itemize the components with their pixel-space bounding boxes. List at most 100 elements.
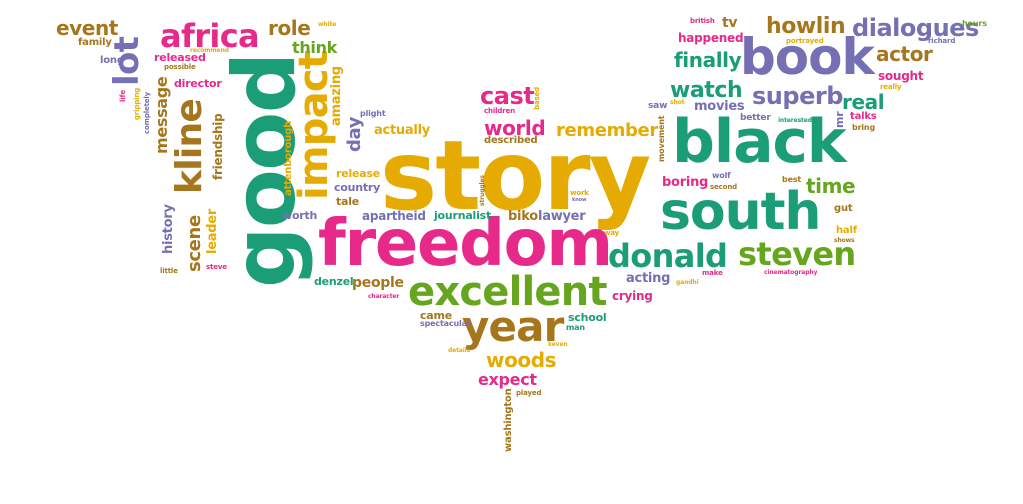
word-gut: gut	[834, 203, 853, 214]
word-character: character	[368, 293, 400, 300]
word-really: really	[880, 83, 902, 91]
word-crying: crying	[612, 289, 653, 303]
word-tale: tale	[336, 195, 360, 208]
word-impact: impact	[291, 50, 337, 200]
word-message: message	[152, 76, 171, 154]
word-south: south	[660, 182, 821, 242]
word-man: man	[566, 323, 585, 332]
word-finally: finally	[674, 48, 742, 72]
word-british: british	[690, 17, 715, 25]
word-shows: shows	[834, 237, 855, 244]
word-dialogues: dialogues	[852, 14, 979, 42]
word-work: work	[570, 189, 589, 197]
word-actor: actor	[876, 42, 933, 66]
word-came: came	[420, 309, 452, 322]
word-superb: superb	[752, 82, 843, 110]
word-release: release	[336, 167, 381, 180]
word-watch: watch	[670, 78, 743, 103]
word-details: details	[448, 347, 471, 354]
word-boring: boring	[662, 175, 709, 190]
word-half: half	[836, 225, 857, 236]
word-know: know	[572, 197, 587, 203]
word-played: played	[516, 389, 542, 397]
word-remember: remember	[556, 120, 658, 141]
word-steven: steven	[738, 235, 856, 273]
word-school: school	[568, 311, 607, 324]
word-leader: leader	[205, 208, 220, 254]
word-year: year	[462, 302, 564, 351]
word-gripping: gripping	[133, 87, 141, 120]
word-children: children	[484, 107, 516, 115]
word-apartheid: apartheid	[362, 209, 426, 223]
word-book: book	[740, 28, 875, 86]
word-woods: woods	[486, 348, 557, 372]
word-country: country	[334, 181, 381, 194]
word-expect: expect	[478, 370, 537, 389]
word-released: released	[154, 51, 206, 64]
word-plight: plight	[360, 109, 386, 118]
word-actually: actually	[374, 123, 431, 138]
word-bring: bring	[852, 123, 876, 132]
word-possible: possible	[164, 63, 196, 71]
word-keven: keven	[548, 341, 568, 348]
word-wolf: wolf	[712, 171, 731, 180]
word-real: real	[842, 90, 885, 114]
word-completely: completely	[143, 91, 151, 134]
word-denzel: denzel	[314, 275, 354, 288]
word-excellent: excellent	[408, 269, 608, 315]
word-life: life	[119, 89, 127, 102]
word-happened: happened	[678, 31, 744, 45]
word-attenborough: attenborough	[283, 120, 294, 196]
word-world: world	[484, 116, 546, 140]
word-way: way	[604, 229, 620, 237]
word-black: black	[672, 107, 847, 177]
word-cast: cast	[480, 82, 535, 110]
word-gandhi: gandhi	[676, 279, 699, 286]
word-day: day	[344, 116, 365, 152]
word-friendship: friendship	[211, 113, 225, 180]
word-howlin: howlin	[766, 14, 846, 39]
word-make: make	[702, 269, 723, 277]
word-role: role	[268, 16, 311, 40]
word-talks: talks	[850, 111, 877, 122]
word-event: event	[56, 16, 118, 40]
word-mr: mr	[833, 111, 846, 128]
word-steve: steve	[206, 263, 227, 271]
word-people: people	[352, 275, 404, 291]
word-acting: acting	[626, 271, 671, 286]
word-recommend: recommend	[190, 47, 229, 54]
word-richard: richard	[928, 37, 956, 45]
word-freedom: freedom	[318, 207, 613, 281]
word-best: best	[782, 175, 802, 184]
word-movement: movement	[657, 115, 666, 162]
word-africa: africa	[160, 17, 260, 55]
word-movies: movies	[694, 99, 745, 114]
word-donald: donald	[608, 237, 728, 275]
word-biko: biko	[508, 209, 538, 224]
word-portrayed: portrayed	[786, 37, 824, 45]
word-story: story	[380, 120, 651, 232]
word-time: time	[806, 174, 856, 198]
word-based: based	[533, 87, 541, 110]
word-history: history	[161, 204, 176, 254]
word-described: described	[484, 135, 538, 146]
word-scene: scene	[184, 215, 205, 272]
word-director: director	[174, 77, 222, 90]
word-shot: shot	[670, 99, 685, 106]
word-saw: saw	[648, 101, 668, 111]
word-washington: washington	[503, 388, 514, 452]
word-little: little	[160, 267, 178, 275]
word-lawyer: lawyer	[538, 209, 586, 224]
word-hours: hours	[962, 19, 987, 28]
word-worth: worth	[282, 209, 318, 222]
word-cinematography: cinematography	[764, 269, 818, 276]
word-amazing: amazing	[329, 66, 344, 126]
word-family: family	[78, 37, 112, 48]
word-white: white	[318, 21, 337, 28]
word-struggles: struggles	[479, 175, 486, 206]
word-second: second	[710, 183, 738, 191]
word-long: long	[100, 55, 124, 66]
word-interested: interested	[778, 117, 812, 124]
word-tv: tv	[722, 15, 738, 31]
